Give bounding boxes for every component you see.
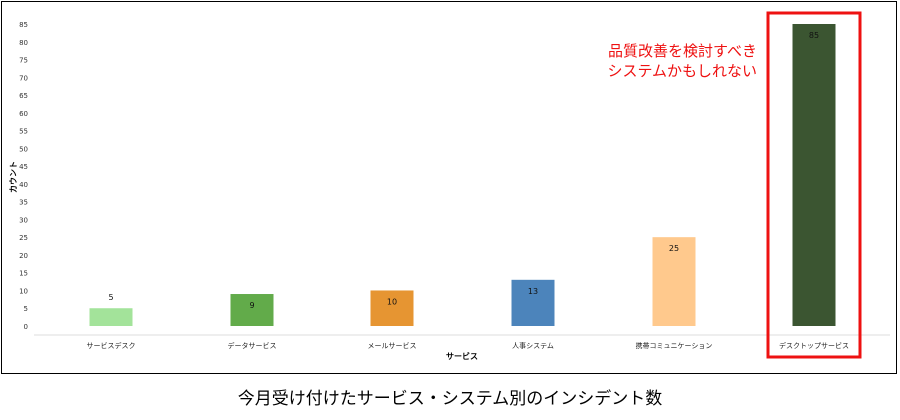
y-tick-label: 85: [19, 21, 28, 29]
chart-caption: 今月受け付けたサービス・システム別のインシデント数: [237, 389, 663, 409]
bars: 5 9 10 13 25 85: [89, 24, 836, 326]
y-tick-label: 80: [19, 39, 28, 47]
x-axis-label: サービス: [446, 351, 478, 361]
y-tick-label: 0: [24, 323, 28, 331]
bar: [230, 294, 274, 326]
y-tick-label: 60: [19, 110, 28, 118]
y-tick-label: 10: [19, 287, 28, 295]
bar-value-label: 10: [387, 297, 397, 306]
x-tick-label: データサービス: [228, 341, 277, 350]
bar-chart: 0 5 10 15 20 25 30 35 40 45 50 55 60 65 70 75 80 85 5 9 10 1…: [9, 11, 890, 361]
x-tick-label: サービスデスク: [87, 341, 136, 350]
bar: [370, 290, 414, 326]
bar: [652, 237, 696, 326]
annotation-line: 品質改善を検討すべき: [608, 42, 757, 60]
x-tick-label: メールサービス: [368, 341, 417, 350]
y-tick-label: 25: [19, 234, 28, 242]
bar-value-label: 5: [108, 293, 113, 302]
y-tick-label: 50: [19, 145, 28, 153]
x-tick-label: 人事システム: [512, 341, 554, 350]
y-tick-label: 55: [19, 128, 28, 136]
bar-value-label: 25: [669, 244, 679, 253]
y-tick-label: 40: [19, 181, 28, 189]
y-tick-label: 20: [19, 252, 28, 260]
y-tick-label: 15: [19, 270, 28, 278]
y-tick-label: 65: [19, 92, 28, 100]
bar-value-label: 9: [249, 301, 254, 310]
y-tick-label: 75: [19, 57, 28, 65]
bar-value-label: 85: [809, 31, 819, 40]
bar-value-label: 13: [528, 287, 538, 296]
y-tick-label: 30: [19, 216, 28, 224]
y-axis-ticks: 0 5 10 15 20 25 30 35 40 45 50 55 60 65 70 75 80 85: [19, 21, 28, 331]
annotation-text: 品質改善を検討すべきシステムかもしれない: [607, 42, 757, 80]
y-tick-label: 45: [19, 163, 28, 171]
bar: [511, 279, 555, 326]
x-tick-label: 携帯コミュニケーション: [636, 341, 713, 350]
bar: [792, 24, 836, 326]
chart-frame: 0 5 10 15 20 25 30 35 40 45 50 55 60 65 70 75 80 85 5 9 10 1…: [1, 1, 897, 374]
x-tick-label: デスクトップサービス: [779, 341, 849, 350]
y-tick-label: 5: [24, 305, 28, 313]
bar: [89, 308, 133, 326]
y-axis-label: カウント: [9, 161, 18, 193]
annotation-line: システムかもしれない: [607, 62, 757, 80]
x-axis-ticks: サービスデスク データサービス メールサービス 人事システム 携帯コミュニケーション デス…: [87, 341, 850, 350]
highlight-box: [766, 11, 862, 359]
y-tick-label: 35: [19, 199, 28, 207]
y-tick-label: 70: [19, 74, 28, 82]
